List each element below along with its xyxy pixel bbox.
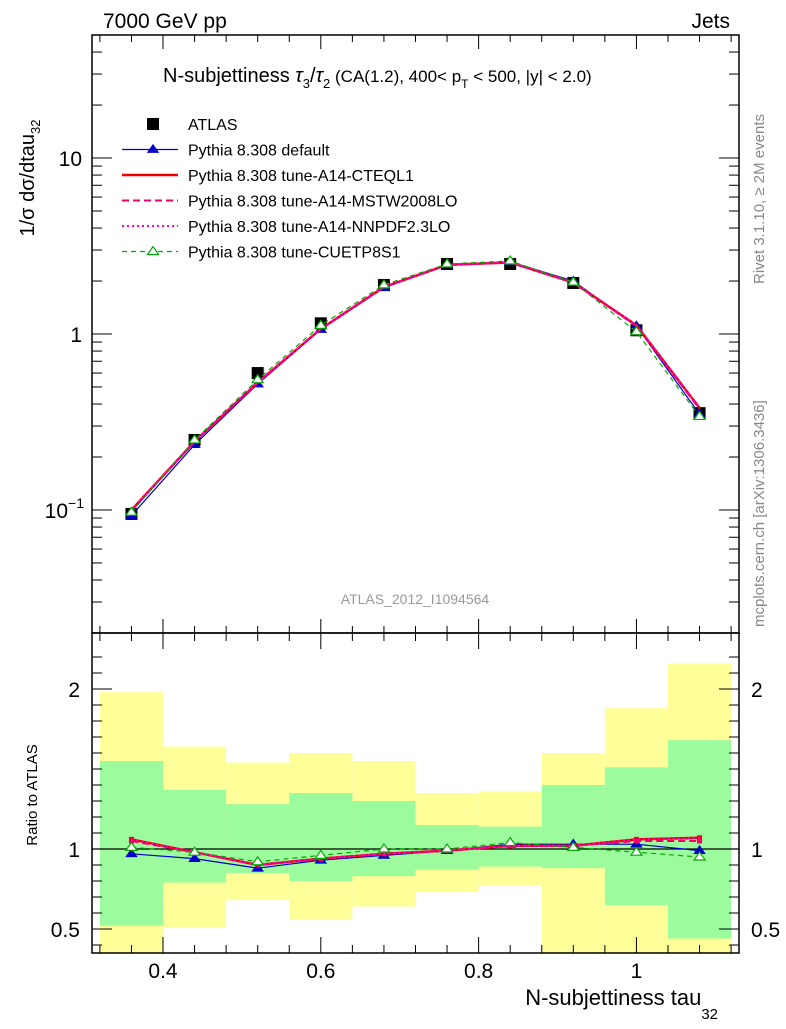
ratio-point (566, 841, 580, 851)
y-tick-label: 1 (70, 324, 82, 347)
legend-label: Pythia 8.308 tune-CUETP8S1 (188, 245, 401, 262)
legend-entry: ATLAS (147, 117, 238, 134)
ratio-panel: 0.5 0.5 1 1 2 2 0.4 0.6 0.8 1 Ratio to ATLAS N-su… (24, 632, 780, 1023)
header-left: 7000 GeV pp (103, 10, 227, 33)
data-point (124, 506, 139, 516)
y-tick-label: 10−1 (45, 495, 85, 523)
ratio-point (124, 841, 139, 851)
data-point (377, 278, 391, 289)
analysis-watermark: ATLAS_2012_I1094564 (341, 591, 490, 607)
inner-uncertainty-band (541, 785, 605, 869)
legend-marker (146, 143, 160, 153)
series-line (130, 261, 701, 511)
data-point (503, 254, 517, 265)
inner-uncertainty-band (604, 767, 668, 905)
ratio-point (503, 836, 517, 847)
ratio-y-tick-label: 2 (68, 679, 80, 702)
ratio-point (629, 846, 644, 856)
ratio-point (377, 842, 391, 853)
data-point (440, 257, 454, 268)
legend-entry: Pythia 8.308 tune-A14-CTEQL1 (122, 168, 414, 185)
header-right: Jets (691, 10, 730, 33)
main-panel: 10−1 1 10 N-subjettiness τ3/τ2 (CA(1.2), 4… (17, 34, 740, 634)
legend: ATLAS Pythia 8.308 default Pythia 8.308 tu… (122, 117, 457, 262)
ratio-line (131, 836, 700, 867)
ratio-y-tick-label: 0.5 (51, 919, 80, 942)
ratio-point (314, 849, 328, 859)
inner-uncertainty-band (352, 801, 416, 877)
ratio-point (187, 846, 202, 856)
legend-entry: Pythia 8.308 tune-CUETP8S1 (122, 245, 401, 262)
ratio-point (128, 838, 134, 844)
y-axis-label: 1/σ dσ/dtau32 (17, 120, 43, 237)
ratio-series-4 (124, 836, 707, 866)
ratio-y-axis-label: Ratio to ATLAS (24, 744, 41, 845)
y-tick-label: 10 (59, 148, 82, 171)
ratio-y-tick-label: 1 (68, 839, 80, 862)
legend-label: Pythia 8.308 tune-A14-NNPDF2.3LO (188, 219, 450, 236)
rivet-label: Rivet 3.1.10, ≥ 2M events (751, 114, 768, 284)
data-point-atlas (251, 367, 264, 380)
x-tick-label: 0.6 (306, 960, 335, 983)
mcplots-label: mcplots.cern.ch [arXiv:1306.3436] (751, 400, 768, 627)
x-tick-label: 1 (631, 960, 643, 983)
chart-title: N-subjettiness τ3/τ2 (CA(1.2), 400< pT <… (163, 65, 592, 91)
ratio-point (697, 838, 703, 844)
legend-label: Pythia 8.308 default (188, 143, 330, 160)
data-point (314, 319, 328, 329)
legend-label: ATLAS (188, 117, 238, 134)
inner-uncertainty-band (163, 789, 227, 883)
series-4 (130, 261, 701, 511)
ratio-y-tick-label-right: 2 (751, 679, 763, 702)
ratio-point (633, 838, 639, 844)
series-5 (124, 254, 707, 516)
ratio-y-tick-label-right: 1 (751, 839, 763, 862)
legend-entry: Pythia 8.308 tune-A14-NNPDF2.3LO (122, 219, 450, 236)
data-point (566, 276, 580, 286)
x-axis-label: N-subjettiness tau32 (525, 985, 718, 1023)
ratio-point (251, 855, 265, 866)
ratio-series-3 (131, 836, 700, 867)
data-point (187, 433, 202, 444)
data-point (629, 325, 644, 336)
data-point (692, 410, 707, 421)
ratio-point (440, 842, 454, 853)
x-tick-label: 0.8 (464, 960, 493, 983)
x-tick-label: 0.4 (148, 960, 178, 983)
ratio-y-tick-label-right: 0.5 (751, 919, 780, 942)
legend-label: Pythia 8.308 tune-A14-MSTW2008LO (188, 194, 457, 211)
legend-entry: Pythia 8.308 tune-A14-MSTW2008LO (122, 194, 457, 211)
data-point (251, 373, 265, 384)
ratio-point (188, 852, 201, 862)
legend-marker (146, 245, 160, 256)
inner-uncertainty-band (289, 793, 353, 881)
legend-marker (147, 118, 159, 130)
series-line (130, 260, 701, 513)
ratio-point (692, 850, 707, 861)
legend-entry: Pythia 8.308 default (122, 143, 330, 160)
legend-label: Pythia 8.308 tune-A14-CTEQL1 (188, 168, 414, 185)
ratio-point (125, 848, 138, 858)
